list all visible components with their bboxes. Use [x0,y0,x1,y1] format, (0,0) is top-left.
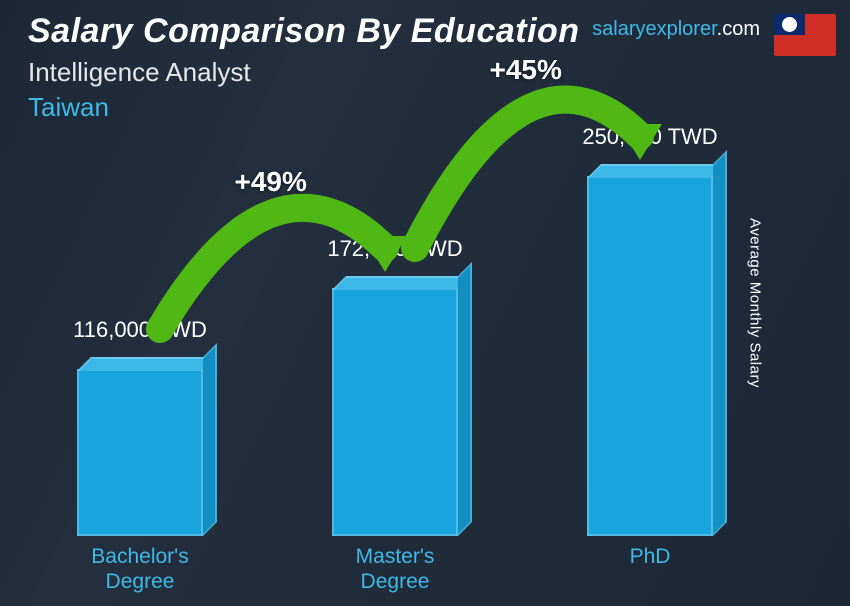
bar-masters [332,288,458,536]
country-name: Taiwan [28,92,580,123]
brand-domain: .com [717,18,760,40]
bar-label-bachelors: Bachelor'sDegree [60,544,220,594]
bar-value-masters: 172,000 TWD [295,236,495,262]
salary-bar-chart: 116,000 TWD Bachelor'sDegree 172,000 TWD Ma… [0,124,810,594]
job-title: Intelligence Analyst [28,57,580,88]
header: Salary Comparison By Education Intellige… [28,12,580,123]
brand-name: salaryexplorer [592,18,717,40]
bar-value-bachelors: 116,000 TWD [40,317,240,343]
bar-phd [587,176,713,536]
bar-bachelors [77,369,203,536]
bar-label-phd: PhD [570,544,730,594]
page-title: Salary Comparison By Education [28,12,580,51]
brand-label: salaryexplorer.com [592,18,760,41]
flag-icon [774,14,836,56]
bar-label-masters: Master'sDegree [315,544,475,594]
bar-value-phd: 250,000 TWD [550,124,750,150]
increase-pct: +49% [235,166,307,198]
